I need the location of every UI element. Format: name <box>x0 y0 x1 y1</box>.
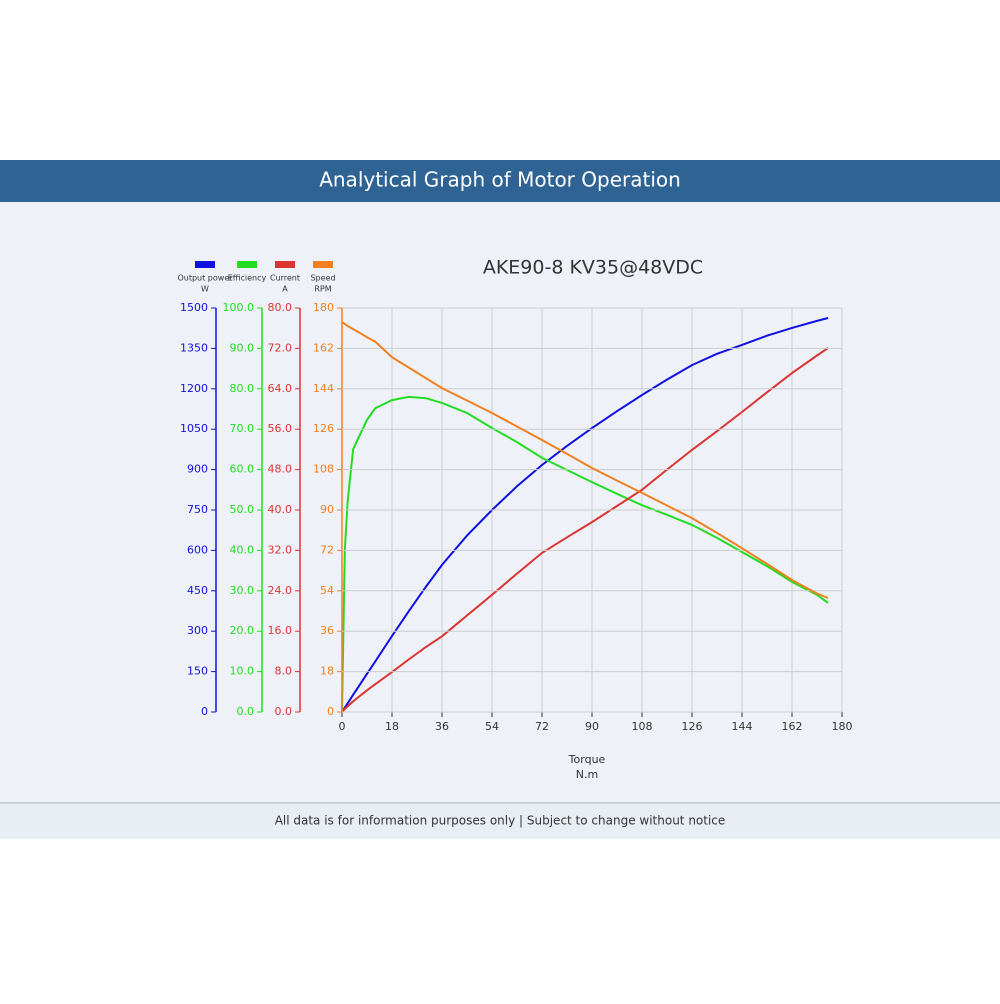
y-tick-label: 30.0 <box>230 584 255 597</box>
x-tick-label: 144 <box>732 720 753 733</box>
y-tick-label: 0.0 <box>237 705 255 718</box>
x-axis-unit: N.m <box>576 768 598 781</box>
legend-label: Speed <box>310 274 335 283</box>
y-tick-label: 180 <box>313 301 334 314</box>
x-tick-label: 18 <box>385 720 399 733</box>
series-line <box>341 347 829 713</box>
y-tick-label: 90.0 <box>230 341 255 354</box>
y-tick-label: 72.0 <box>268 341 293 354</box>
y-tick-label: 1050 <box>180 422 208 435</box>
y-tick-label: 40.0 <box>230 543 255 556</box>
legend-swatch <box>237 261 257 268</box>
y-tick-label: 90 <box>320 503 334 516</box>
x-tick-label: 108 <box>632 720 653 733</box>
y-tick-label: 1500 <box>180 301 208 314</box>
y-tick-label: 72 <box>320 543 334 556</box>
x-axis-label: Torque <box>568 753 606 766</box>
y-tick-label: 150 <box>187 665 208 678</box>
y-tick-label: 80.0 <box>268 301 293 314</box>
x-tick-label: 54 <box>485 720 499 733</box>
y-tick-label: 750 <box>187 503 208 516</box>
y-tick-label: 108 <box>313 463 334 476</box>
y-tick-label: 18 <box>320 665 334 678</box>
legend-unit: W <box>201 285 209 294</box>
y-tick-label: 16.0 <box>268 624 293 637</box>
legend-label: Efficiency <box>228 274 267 283</box>
legend-unit: RPM <box>314 285 331 294</box>
y-tick-label: 36 <box>320 624 334 637</box>
y-tick-label: 162 <box>313 341 334 354</box>
y-tick-label: 126 <box>313 422 334 435</box>
series-line <box>341 395 829 713</box>
legend-label: Current <box>270 274 300 283</box>
x-tick-label: 90 <box>585 720 599 733</box>
series-line <box>341 317 829 713</box>
y-tick-label: 8.0 <box>275 665 293 678</box>
x-tick-label: 0 <box>339 720 346 733</box>
header-title: Analytical Graph of Motor Operation <box>319 168 681 192</box>
y-tick-label: 100.0 <box>223 301 255 314</box>
y-tick-label: 70.0 <box>230 422 255 435</box>
y-tick-label: 48.0 <box>268 463 293 476</box>
y-tick-label: 300 <box>187 624 208 637</box>
y-tick-label: 64.0 <box>268 382 293 395</box>
y-tick-label: 1200 <box>180 382 208 395</box>
y-tick-label: 0 <box>201 705 208 718</box>
x-tick-label: 180 <box>832 720 853 733</box>
x-tick-label: 126 <box>682 720 703 733</box>
legend-swatch <box>195 261 215 268</box>
y-tick-label: 20.0 <box>230 624 255 637</box>
y-tick-label: 450 <box>187 584 208 597</box>
y-tick-label: 40.0 <box>268 503 293 516</box>
y-tick-label: 0.0 <box>275 705 293 718</box>
x-tick-label: 36 <box>435 720 449 733</box>
y-tick-label: 900 <box>187 463 208 476</box>
y-tick-label: 56.0 <box>268 422 293 435</box>
y-tick-label: 600 <box>187 543 208 556</box>
legend-unit: A <box>282 285 288 294</box>
y-tick-label: 0 <box>327 705 334 718</box>
y-tick-label: 1350 <box>180 341 208 354</box>
y-tick-label: 80.0 <box>230 382 255 395</box>
y-tick-label: 32.0 <box>268 543 293 556</box>
chart-title: AKE90-8 KV35@48VDC <box>483 257 703 279</box>
y-tick-label: 60.0 <box>230 463 255 476</box>
y-tick-label: 54 <box>320 584 334 597</box>
y-tick-label: 24.0 <box>268 584 293 597</box>
footer-band <box>0 804 1000 839</box>
legend-swatch <box>275 261 295 268</box>
header-band <box>0 160 1000 202</box>
legend-swatch <box>313 261 333 268</box>
y-tick-label: 10.0 <box>230 665 255 678</box>
x-tick-label: 162 <box>782 720 803 733</box>
y-tick-label: 50.0 <box>230 503 255 516</box>
x-tick-label: 72 <box>535 720 549 733</box>
legend-label: Output power <box>177 274 233 283</box>
series-line <box>341 321 829 599</box>
y-tick-label: 144 <box>313 382 334 395</box>
footer-note: All data is for information purposes onl… <box>275 814 726 828</box>
